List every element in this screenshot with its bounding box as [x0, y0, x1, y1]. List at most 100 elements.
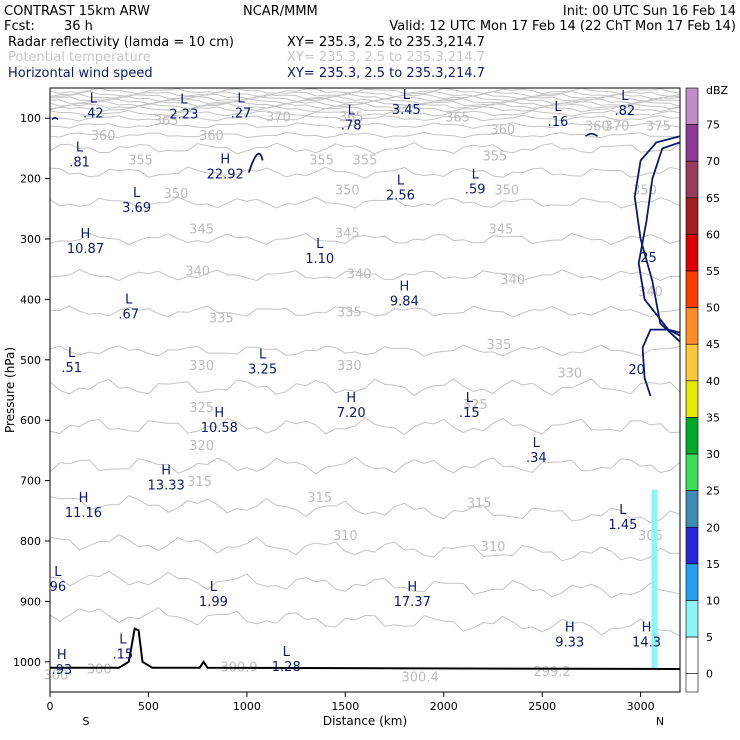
- colorbar-label: 30: [706, 448, 720, 461]
- wind-extremum-value: .51: [61, 361, 82, 376]
- theta-label: 350: [494, 183, 519, 198]
- wind-contour-line: [247, 152, 264, 173]
- y-tick-label: 600: [20, 414, 41, 427]
- wind-extremum-type: L: [180, 93, 188, 108]
- theta-label: 340: [185, 264, 210, 279]
- theta-label: 355: [128, 153, 153, 168]
- field-name-theta: Potential temperature: [8, 50, 151, 65]
- theta-contour-line: [49, 196, 681, 209]
- theta-contour-line: [49, 131, 681, 139]
- colorbar-swatch: [685, 417, 699, 455]
- wind-extremum-type: L: [133, 186, 141, 201]
- theta-label: 315: [467, 496, 492, 511]
- theta-label: 300: [87, 662, 112, 677]
- wind-extremum-type: L: [125, 293, 133, 308]
- wind-extremum-value: 9.33: [555, 636, 584, 651]
- colorbar-swatch: [685, 526, 699, 565]
- x-tick-label: 0: [47, 700, 54, 713]
- wind-extremum-type: L: [554, 100, 562, 115]
- theta-label: 330: [557, 366, 582, 381]
- wind-extremum-value: .42: [83, 107, 104, 122]
- theta-label: 310: [481, 540, 506, 555]
- colorbar-swatch: [685, 160, 699, 199]
- wind-extremum-value: 11.16: [65, 506, 102, 521]
- reflectivity-cell: [651, 489, 658, 668]
- theta-label: 305: [638, 529, 663, 544]
- wind-extremum-type: L: [90, 92, 98, 107]
- theta-label: 375: [646, 119, 671, 134]
- wind-extremum-type: H: [57, 648, 67, 663]
- theta-contour-line: [49, 114, 681, 122]
- y-tick-label: 500: [20, 354, 41, 367]
- wind-extremum-type: H: [214, 406, 224, 421]
- theta-contour-line: [49, 95, 681, 103]
- wind-extremum-type: L: [619, 503, 627, 518]
- x-tick-label: 3000: [627, 700, 655, 713]
- y-axis-label: Pressure (hPa): [3, 347, 17, 433]
- theta-label: 355: [353, 153, 378, 168]
- wind-extremum-value: 1.45: [608, 518, 637, 533]
- center-label: NCAR/MMM: [243, 4, 318, 19]
- field-xy-reflectivity: XY= 235.3, 2.5 to 235.3,214.7: [287, 35, 485, 50]
- wind-extremum-type: L: [621, 89, 629, 104]
- colorbar-label: 25: [706, 485, 720, 498]
- colorbar-swatch: [685, 197, 699, 235]
- wind-contour-line: [584, 133, 599, 137]
- wind-extremum-value: 3.45: [392, 103, 421, 118]
- theta-contour-line: [49, 142, 681, 155]
- wind-extremum-type: H: [220, 153, 230, 168]
- wind-contour-line: [637, 141, 681, 337]
- valid-time: Valid: 12 UTC Mon 17 Feb 14 (22 ChT Mon …: [389, 19, 736, 34]
- y-tick-label: 900: [20, 595, 41, 608]
- theta-label: 325: [463, 398, 488, 413]
- wind-extremum-value: 17.37: [394, 595, 431, 610]
- wind-extremum-value: 1.99: [199, 595, 228, 610]
- wind-extremum-value: .34: [526, 451, 547, 466]
- colorbar-label: 45: [706, 338, 720, 351]
- colorbar-swatch: [685, 563, 699, 601]
- wind-contour-labels: 25 20: [628, 251, 656, 378]
- wind-extremum-value: .67: [118, 308, 139, 323]
- theta-label: 345: [189, 223, 214, 238]
- wind-contour-line: [51, 117, 59, 121]
- terrain-line: [50, 627, 681, 670]
- wind-extremum-value: 2.23: [169, 108, 198, 123]
- wind-extremum-type: L: [237, 92, 245, 107]
- y-tick-label: 300: [20, 233, 41, 246]
- theta-label: 299.2: [533, 665, 570, 680]
- wind-extremum-type: L: [259, 348, 267, 363]
- wind-extremum-type: L: [472, 168, 480, 183]
- colorbar-label: 15: [706, 558, 720, 571]
- wind-extremum-type: H: [399, 279, 409, 294]
- theta-contour-line: [49, 378, 681, 397]
- wind-extremum-type: H: [81, 227, 91, 242]
- theta-label: 355: [309, 153, 334, 168]
- wind-extremum-type: L: [466, 391, 474, 406]
- wind-extremum-value: .15: [459, 406, 480, 421]
- colorbar-swatch: [685, 270, 699, 308]
- theta-contour-line: [49, 456, 681, 475]
- reflectivity-features: [651, 489, 658, 668]
- colorbar-unit: dBZ: [706, 84, 729, 97]
- theta-label: 315: [307, 491, 332, 506]
- theta-contour-line: [49, 166, 681, 179]
- theta-contour-line: [49, 105, 681, 113]
- theta-contour-line: [49, 534, 681, 562]
- wind-extremum-type: H: [642, 621, 652, 636]
- theta-label: 365: [154, 114, 179, 129]
- wind-extremum-type: L: [403, 88, 411, 103]
- wind-extremum-value: .93: [51, 663, 72, 678]
- wind-extremum-value: 96: [50, 580, 67, 595]
- x-tick-label: 2500: [528, 700, 556, 713]
- theta-contour-line: [50, 93, 681, 100]
- theta-label: 315: [187, 475, 212, 490]
- init-time: Init: 00 UTC Sun 16 Feb 14: [563, 4, 736, 19]
- wind-extremum-value: 3.69: [122, 201, 151, 216]
- wind-extremum-value: .16: [548, 115, 569, 130]
- theta-label: 350: [335, 183, 360, 198]
- field-xy-theta: XY= 235.3, 2.5 to 235.3,214.7: [287, 50, 485, 65]
- y-tick-label: 100: [20, 112, 41, 125]
- field-xy-wind: XY= 235.3, 2.5 to 235.3,214.7: [287, 66, 485, 81]
- theta-contour-line: [49, 122, 681, 129]
